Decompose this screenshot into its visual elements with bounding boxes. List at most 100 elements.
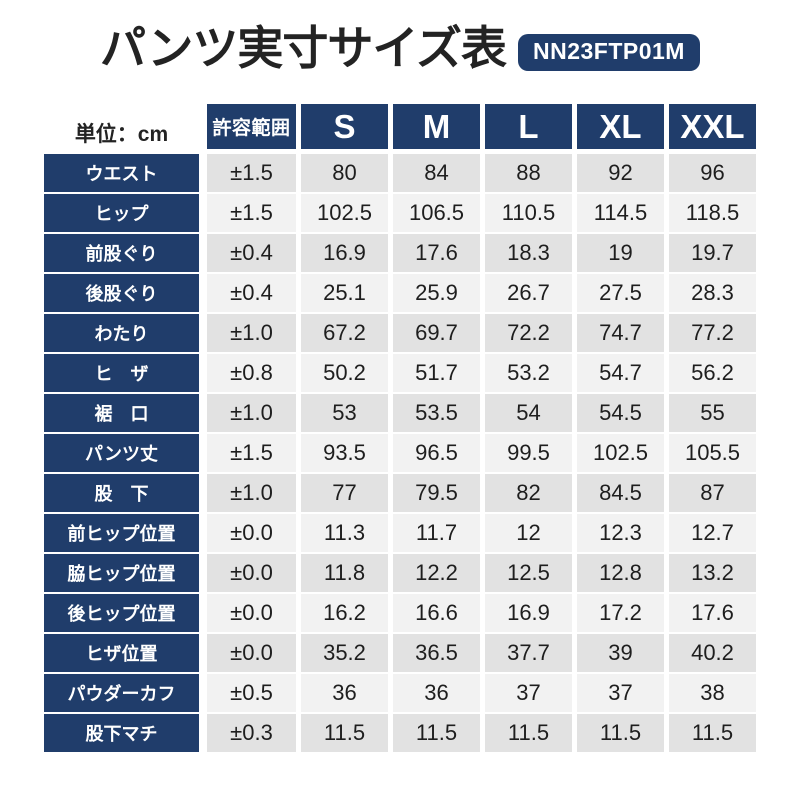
size-value-cell: 16.9 bbox=[485, 594, 572, 632]
size-value-cell: 53.2 bbox=[485, 354, 572, 392]
page-header: パンツ実寸サイズ表 NN23FTP01M bbox=[0, 20, 800, 76]
tolerance-cell: ±1.5 bbox=[207, 434, 296, 472]
size-value-cell: 11.3 bbox=[301, 514, 388, 552]
table-row: 後股ぐり ±0.4 25.1 25.9 26.7 27.5 28.3 bbox=[44, 274, 756, 312]
size-value-cell: 80 bbox=[301, 154, 388, 192]
size-value-cell: 77.2 bbox=[669, 314, 756, 352]
size-value-cell: 19.7 bbox=[669, 234, 756, 272]
tolerance-cell: ±0.0 bbox=[207, 554, 296, 592]
tolerance-cell: ±1.5 bbox=[207, 154, 296, 192]
unit-label: 単位：cm bbox=[74, 122, 169, 146]
tolerance-cell: ±1.0 bbox=[207, 474, 296, 512]
size-value-cell: 51.7 bbox=[393, 354, 480, 392]
size-value-cell: 12.5 bbox=[485, 554, 572, 592]
size-value-cell: 72.2 bbox=[485, 314, 572, 352]
table-row: 股 下 ±1.0 77 79.5 82 84.5 87 bbox=[44, 474, 756, 512]
size-value-cell: 12.7 bbox=[669, 514, 756, 552]
column-header-l: L bbox=[485, 104, 572, 149]
tolerance-cell: ±0.0 bbox=[207, 514, 296, 552]
size-value-cell: 36.5 bbox=[393, 634, 480, 672]
size-value-cell: 13.2 bbox=[669, 554, 756, 592]
size-value-cell: 11.5 bbox=[393, 714, 480, 752]
column-header-tolerance: 許容範囲 bbox=[207, 104, 296, 149]
size-value-cell: 19 bbox=[577, 234, 664, 272]
row-label: 前ヒップ位置 bbox=[44, 514, 199, 552]
size-value-cell: 16.2 bbox=[301, 594, 388, 632]
size-value-cell: 69.7 bbox=[393, 314, 480, 352]
column-header-s: S bbox=[301, 104, 388, 149]
size-value-cell: 84 bbox=[393, 154, 480, 192]
size-value-cell: 99.5 bbox=[485, 434, 572, 472]
size-value-cell: 11.8 bbox=[301, 554, 388, 592]
table-row: わたり ±1.0 67.2 69.7 72.2 74.7 77.2 bbox=[44, 314, 756, 352]
size-value-cell: 18.3 bbox=[485, 234, 572, 272]
tolerance-cell: ±0.3 bbox=[207, 714, 296, 752]
page-title: パンツ実寸サイズ表 bbox=[100, 21, 507, 74]
table-row: ヒザ位置 ±0.0 35.2 36.5 37.7 39 40.2 bbox=[44, 634, 756, 672]
row-label: ヒ ザ bbox=[44, 354, 199, 392]
tolerance-cell: ±0.4 bbox=[207, 274, 296, 312]
tolerance-cell: ±0.0 bbox=[207, 634, 296, 672]
size-value-cell: 17.6 bbox=[669, 594, 756, 632]
row-label: ヒザ位置 bbox=[44, 634, 199, 672]
size-value-cell: 16.6 bbox=[393, 594, 480, 632]
size-value-cell: 102.5 bbox=[577, 434, 664, 472]
size-value-cell: 96.5 bbox=[393, 434, 480, 472]
table-row: 前ヒップ位置 ±0.0 11.3 11.7 12 12.3 12.7 bbox=[44, 514, 756, 552]
size-value-cell: 38 bbox=[669, 674, 756, 712]
row-label: 裾 口 bbox=[44, 394, 199, 432]
row-label: ウエスト bbox=[44, 154, 199, 192]
size-table: 単位：cm 許容範囲 S M L XL XXL ウエスト ±1.5 80 84 88 92… bbox=[44, 104, 756, 752]
row-label: 後股ぐり bbox=[44, 274, 199, 312]
size-value-cell: 102.5 bbox=[301, 194, 388, 232]
tolerance-cell: ±1.5 bbox=[207, 194, 296, 232]
table-row: 後ヒップ位置 ±0.0 16.2 16.6 16.9 17.2 17.6 bbox=[44, 594, 756, 632]
row-label: パウダーカフ bbox=[44, 674, 199, 712]
size-value-cell: 40.2 bbox=[669, 634, 756, 672]
size-value-cell: 12.8 bbox=[577, 554, 664, 592]
size-value-cell: 56.2 bbox=[669, 354, 756, 392]
size-value-cell: 11.5 bbox=[485, 714, 572, 752]
size-value-cell: 114.5 bbox=[577, 194, 664, 232]
size-value-cell: 36 bbox=[301, 674, 388, 712]
size-value-cell: 54 bbox=[485, 394, 572, 432]
size-value-cell: 74.7 bbox=[577, 314, 664, 352]
size-value-cell: 11.5 bbox=[577, 714, 664, 752]
size-value-cell: 36 bbox=[393, 674, 480, 712]
column-header-xl: XL bbox=[577, 104, 664, 149]
size-value-cell: 79.5 bbox=[393, 474, 480, 512]
size-value-cell: 17.2 bbox=[577, 594, 664, 632]
table-row: ヒップ ±1.5 102.5 106.5 110.5 114.5 118.5 bbox=[44, 194, 756, 232]
size-value-cell: 92 bbox=[577, 154, 664, 192]
size-value-cell: 39 bbox=[577, 634, 664, 672]
size-value-cell: 16.9 bbox=[301, 234, 388, 272]
row-label: パンツ丈 bbox=[44, 434, 199, 472]
table-row: パンツ丈 ±1.5 93.5 96.5 99.5 102.5 105.5 bbox=[44, 434, 756, 472]
size-value-cell: 37.7 bbox=[485, 634, 572, 672]
size-value-cell: 55 bbox=[669, 394, 756, 432]
size-value-cell: 67.2 bbox=[301, 314, 388, 352]
size-value-cell: 87 bbox=[669, 474, 756, 512]
table-header-row: 単位：cm 許容範囲 S M L XL XXL bbox=[44, 104, 756, 149]
size-value-cell: 11.7 bbox=[393, 514, 480, 552]
size-value-cell: 53.5 bbox=[393, 394, 480, 432]
table-row: 脇ヒップ位置 ±0.0 11.8 12.2 12.5 12.8 13.2 bbox=[44, 554, 756, 592]
size-value-cell: 54.5 bbox=[577, 394, 664, 432]
tolerance-cell: ±0.5 bbox=[207, 674, 296, 712]
table-row: 前股ぐり ±0.4 16.9 17.6 18.3 19 19.7 bbox=[44, 234, 756, 272]
row-label: 前股ぐり bbox=[44, 234, 199, 272]
size-value-cell: 11.5 bbox=[301, 714, 388, 752]
size-value-cell: 12.3 bbox=[577, 514, 664, 552]
size-value-cell: 37 bbox=[577, 674, 664, 712]
size-value-cell: 11.5 bbox=[669, 714, 756, 752]
tolerance-cell: ±1.0 bbox=[207, 394, 296, 432]
table-row: ヒ ザ ±0.8 50.2 51.7 53.2 54.7 56.2 bbox=[44, 354, 756, 392]
row-label: 股下マチ bbox=[44, 714, 199, 752]
size-chart-page: パンツ実寸サイズ表 NN23FTP01M 単位：cm 許容範囲 S M L XL… bbox=[0, 20, 800, 752]
size-value-cell: 28.3 bbox=[669, 274, 756, 312]
size-value-cell: 50.2 bbox=[301, 354, 388, 392]
table-row: 裾 口 ±1.0 53 53.5 54 54.5 55 bbox=[44, 394, 756, 432]
row-label: 股 下 bbox=[44, 474, 199, 512]
column-header-m: M bbox=[393, 104, 480, 149]
size-value-cell: 35.2 bbox=[301, 634, 388, 672]
